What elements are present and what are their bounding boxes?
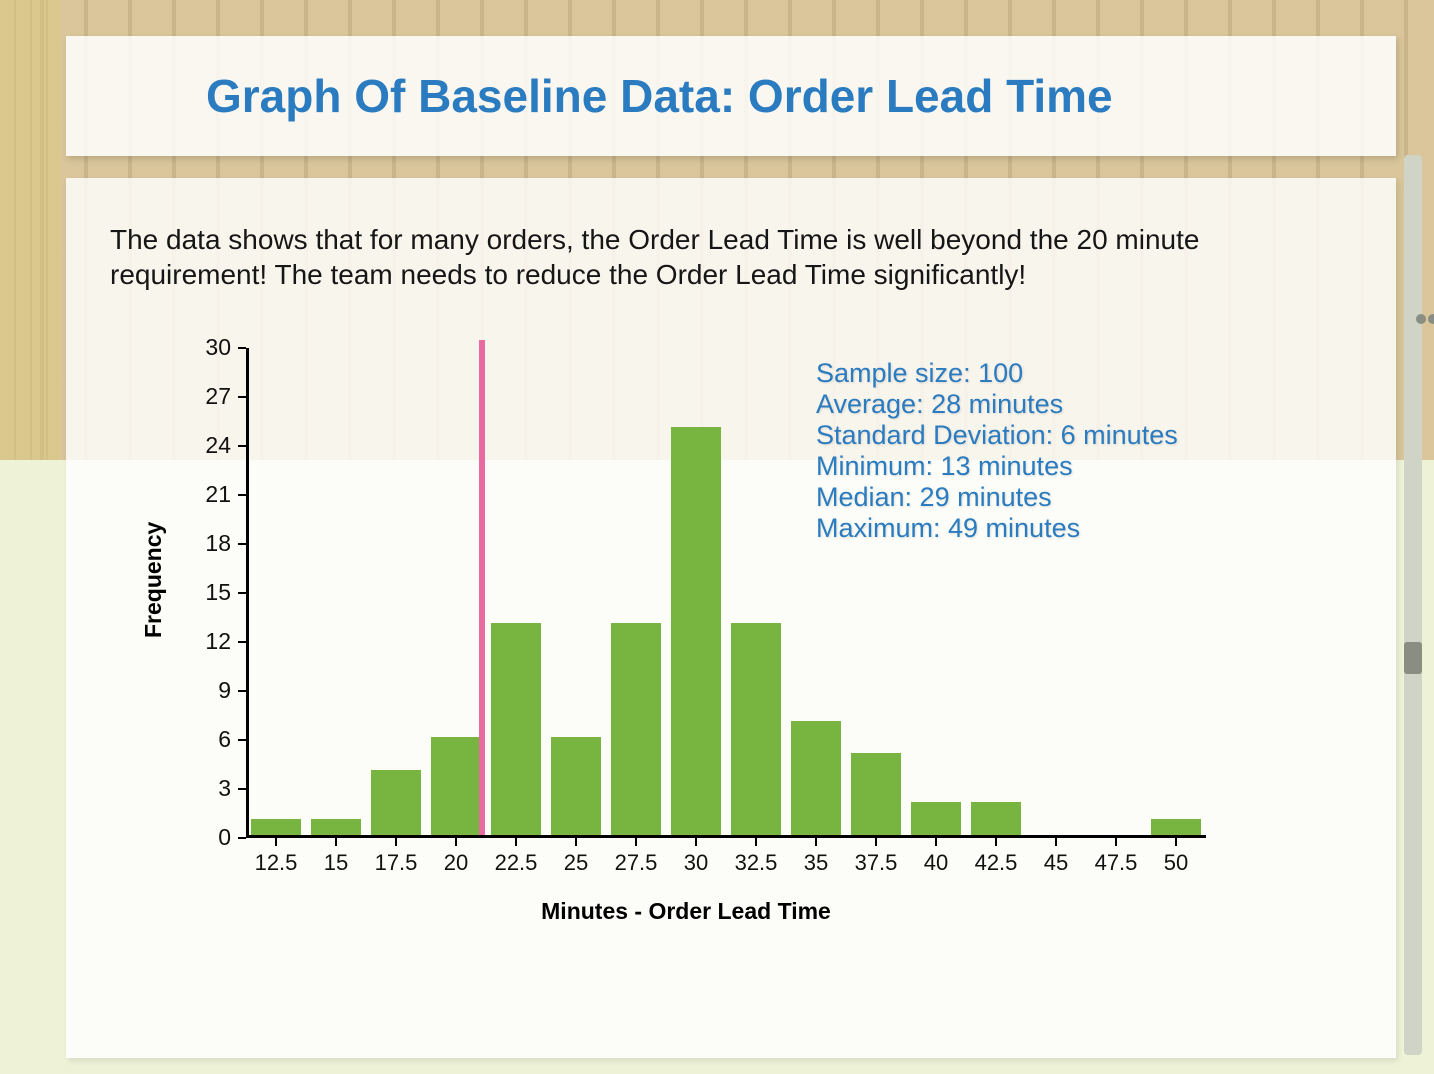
x-tick-label: 50 xyxy=(1164,850,1188,876)
histogram-bar xyxy=(671,427,720,835)
scrollbar-thumb[interactable] xyxy=(1404,642,1422,674)
x-axis-label: Minutes - Order Lead Time xyxy=(126,898,1246,925)
x-tick-label: 42.5 xyxy=(975,850,1018,876)
y-tick-label: 6 xyxy=(171,726,231,753)
x-tick xyxy=(635,838,637,846)
x-tick xyxy=(875,838,877,846)
plot-area: 03691215182124273012.51517.52022.52527.5… xyxy=(246,348,1206,838)
scrollbar-track[interactable] xyxy=(1404,155,1422,1055)
histogram-bar xyxy=(971,802,1020,835)
histogram-bar xyxy=(731,623,780,835)
body-paragraph: The data shows that for many orders, the… xyxy=(110,222,1230,292)
page-title: Graph Of Baseline Data: Order Lead Time xyxy=(206,69,1113,123)
title-panel: Graph Of Baseline Data: Order Lead Time xyxy=(66,36,1396,156)
histogram-bar xyxy=(371,770,420,835)
y-tick-label: 24 xyxy=(171,432,231,459)
x-tick-label: 20 xyxy=(444,850,468,876)
x-tick-label: 12.5 xyxy=(255,850,298,876)
x-tick xyxy=(695,838,697,846)
y-tick-label: 21 xyxy=(171,481,231,508)
y-tick xyxy=(238,592,246,594)
x-tick-label: 45 xyxy=(1044,850,1068,876)
x-tick xyxy=(515,838,517,846)
y-axis-line xyxy=(246,348,249,838)
x-tick xyxy=(1175,838,1177,846)
y-tick xyxy=(238,837,246,839)
reference-line xyxy=(479,340,485,835)
histogram-bar xyxy=(911,802,960,835)
x-tick-label: 15 xyxy=(324,850,348,876)
x-tick-label: 35 xyxy=(804,850,828,876)
content-panel: The data shows that for many orders, the… xyxy=(66,178,1396,1058)
y-tick-label: 9 xyxy=(171,677,231,704)
x-tick xyxy=(275,838,277,846)
histogram-bar xyxy=(251,819,300,835)
x-tick-label: 27.5 xyxy=(615,850,658,876)
y-tick xyxy=(238,494,246,496)
histogram-bar xyxy=(791,721,840,835)
stage: Graph Of Baseline Data: Order Lead Time … xyxy=(0,0,1434,1074)
histogram-bar xyxy=(311,819,360,835)
x-tick xyxy=(935,838,937,846)
x-tick-label: 32.5 xyxy=(735,850,778,876)
x-tick xyxy=(575,838,577,846)
x-tick-label: 30 xyxy=(684,850,708,876)
x-tick xyxy=(1055,838,1057,846)
y-tick xyxy=(238,396,246,398)
x-axis-line xyxy=(246,835,1206,838)
histogram-bar xyxy=(431,737,480,835)
y-tick xyxy=(238,641,246,643)
x-tick xyxy=(995,838,997,846)
x-tick xyxy=(335,838,337,846)
histogram-bar xyxy=(611,623,660,835)
y-tick-label: 30 xyxy=(171,334,231,361)
y-tick-label: 12 xyxy=(171,628,231,655)
scrollbar-arrow-up-icon[interactable] xyxy=(1416,314,1426,324)
y-tick xyxy=(238,739,246,741)
histogram-bar xyxy=(851,753,900,835)
y-tick-label: 15 xyxy=(171,579,231,606)
x-tick-label: 37.5 xyxy=(855,850,898,876)
y-tick xyxy=(238,445,246,447)
y-tick xyxy=(238,543,246,545)
y-axis-label: Frequency xyxy=(140,522,167,638)
x-tick-label: 40 xyxy=(924,850,948,876)
x-tick-label: 17.5 xyxy=(375,850,418,876)
histogram-chart: Frequency Minutes - Order Lead Time 0369… xyxy=(126,338,1246,938)
y-tick xyxy=(238,788,246,790)
scrollbar-arrow-up-icon[interactable] xyxy=(1428,314,1434,324)
x-tick-label: 25 xyxy=(564,850,588,876)
x-tick xyxy=(455,838,457,846)
y-tick xyxy=(238,690,246,692)
histogram-bar xyxy=(1151,819,1200,835)
x-tick-label: 22.5 xyxy=(495,850,538,876)
x-tick-label: 47.5 xyxy=(1095,850,1138,876)
x-tick xyxy=(395,838,397,846)
x-tick xyxy=(755,838,757,846)
y-tick-label: 0 xyxy=(171,824,231,851)
histogram-bar xyxy=(551,737,600,835)
y-tick-label: 3 xyxy=(171,775,231,802)
y-tick xyxy=(238,347,246,349)
y-tick-label: 18 xyxy=(171,530,231,557)
x-tick xyxy=(815,838,817,846)
y-tick-label: 27 xyxy=(171,383,231,410)
x-tick xyxy=(1115,838,1117,846)
histogram-bar xyxy=(491,623,540,835)
